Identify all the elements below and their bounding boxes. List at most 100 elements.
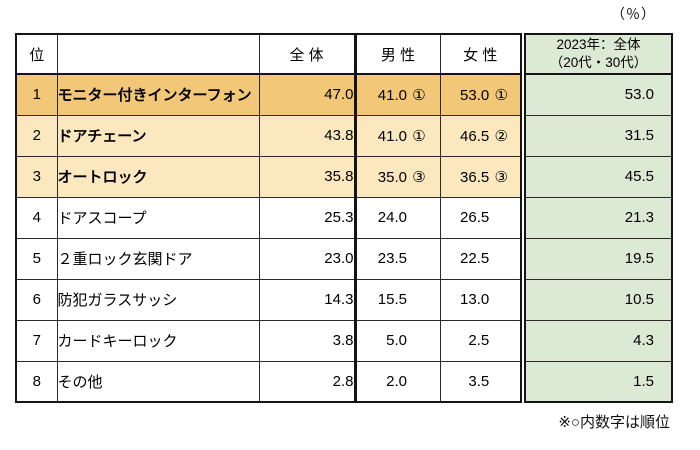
table-row: 8 その他 2.8 2.0 3.5 [15,360,522,403]
table-row: 5 ２重ロック玄関ドア 23.0 23.5 22.5 [15,237,522,280]
item-cell: ドアスコープ [56,196,260,239]
total-cell: 14.3 [258,278,357,321]
y2023-cell: 53.0 [524,73,673,116]
rank-cell: 8 [15,360,58,403]
table-row: 3 オートロック 35.8 35.0 ③ 36.5 ③ [15,155,522,198]
female-rank-badge: ① [494,86,508,104]
female-cell: 22.5 [439,237,522,280]
table-row: 19.5 [524,237,673,280]
table-row: 21.3 [524,196,673,239]
y2023-cell: 19.5 [524,237,673,280]
male-value: 24.0 [377,209,407,226]
total-cell: 43.8 [258,114,357,157]
table-row: 6 防犯ガラスサッシ 14.3 15.5 13.0 [15,278,522,321]
y2023-comparison-table: 2023年：全体 （20代・30代） 53.0 31.5 45.5 21.3 1… [524,33,673,403]
item-cell: ドアチェーン [56,114,260,157]
header-male: 男 性 [354,33,441,75]
table-row: 1 モニター付きインターフォン 47.0 41.0 ① 53.0 ① [15,73,522,116]
rank-cell: 7 [15,319,58,362]
male-cell: 41.0 ① [354,114,441,157]
total-cell: 25.3 [258,196,357,239]
table-row: 1.5 [524,360,673,403]
female-cell: 46.5 ② [439,114,522,157]
table-row: 45.5 [524,155,673,198]
female-value: 3.5 [468,372,490,390]
male-cell: 2.0 [354,360,441,403]
y2023-cell: 45.5 [524,155,673,198]
male-value: 5.0 [386,332,407,349]
female-cell: 2.5 [439,319,522,362]
female-value: 53.0 [460,86,490,104]
male-rank-badge: ① [412,86,426,104]
rank-cell: 2 [15,114,58,157]
female-cell: 13.0 [439,278,522,321]
y2023-cell: 10.5 [524,278,673,321]
total-cell: 23.0 [258,237,357,280]
header-row: 位 全 体 男 性 女 性 [15,33,522,75]
y2023-cell: 31.5 [524,114,673,157]
male-rank-badge: ③ [412,168,426,186]
male-cell: 15.5 [354,278,441,321]
header-total: 全 体 [258,33,357,75]
table-row: 4.3 [524,319,673,362]
male-rank-badge: ① [412,127,426,145]
rank-cell: 6 [15,278,58,321]
rank-cell: 5 [15,237,58,280]
male-value: 35.0 [377,168,407,186]
rank-cell: 3 [15,155,58,198]
item-cell: その他 [56,360,260,403]
female-cell: 3.5 [439,360,522,403]
header-rank: 位 [15,33,58,75]
item-cell: カードキーロック [56,319,260,362]
female-cell: 53.0 ① [439,73,522,116]
male-value: 2.0 [386,372,407,390]
female-value: 13.0 [460,291,490,308]
y2023-cell: 21.3 [524,196,673,239]
total-cell: 3.8 [258,319,357,362]
y2023-cell: 4.3 [524,319,673,362]
header-2023: 2023年：全体 （20代・30代） [524,33,673,75]
table-row: 10.5 [524,278,673,321]
male-cell: 41.0 ① [354,73,441,116]
table-row: 31.5 [524,114,673,157]
total-cell: 35.8 [258,155,357,198]
male-cell: 35.0 ③ [354,155,441,198]
header-2023-line1: 2023年：全体 [556,37,641,53]
male-cell: 23.5 [354,237,441,280]
item-cell: 防犯ガラスサッシ [56,278,260,321]
table-row: 4 ドアスコープ 25.3 24.0 26.5 [15,196,522,239]
tables-wrap: 位 全 体 男 性 女 性 1 モニター付きインターフォン 47.0 41.0 ①… [15,33,673,403]
footnote: ※○内数字は順位 [558,414,670,431]
female-value: 46.5 [460,127,490,145]
male-cell: 5.0 [354,319,441,362]
table-row: 53.0 [524,73,673,116]
male-value: 23.5 [377,250,407,267]
header-2023-line2: （20代・30代） [549,55,648,70]
item-cell: モニター付きインターフォン [56,73,260,116]
male-cell: 24.0 [354,196,441,239]
female-value: 36.5 [460,168,490,186]
ranking-table: 位 全 体 男 性 女 性 1 モニター付きインターフォン 47.0 41.0 ①… [15,33,522,403]
male-value: 41.0 [377,86,407,104]
item-cell: ２重ロック玄関ドア [56,237,260,280]
total-cell: 47.0 [258,73,357,116]
male-value: 15.5 [377,291,407,308]
total-cell: 2.8 [258,360,357,403]
header-row: 2023年：全体 （20代・30代） [524,33,673,75]
table-row: 2 ドアチェーン 43.8 41.0 ① 46.5 ② [15,114,522,157]
female-cell: 36.5 ③ [439,155,522,198]
table-row: 7 カードキーロック 3.8 5.0 2.5 [15,319,522,362]
header-item [56,33,260,75]
male-value: 41.0 [377,127,407,145]
female-value: 22.5 [460,250,490,267]
female-value: 2.5 [468,332,490,349]
y2023-cell: 1.5 [524,360,673,403]
header-female: 女 性 [439,33,522,75]
unit-label: （％） [611,6,656,22]
female-cell: 26.5 [439,196,522,239]
rank-cell: 1 [15,73,58,116]
rank-cell: 4 [15,196,58,239]
female-rank-badge: ② [494,127,508,145]
female-value: 26.5 [460,209,490,226]
